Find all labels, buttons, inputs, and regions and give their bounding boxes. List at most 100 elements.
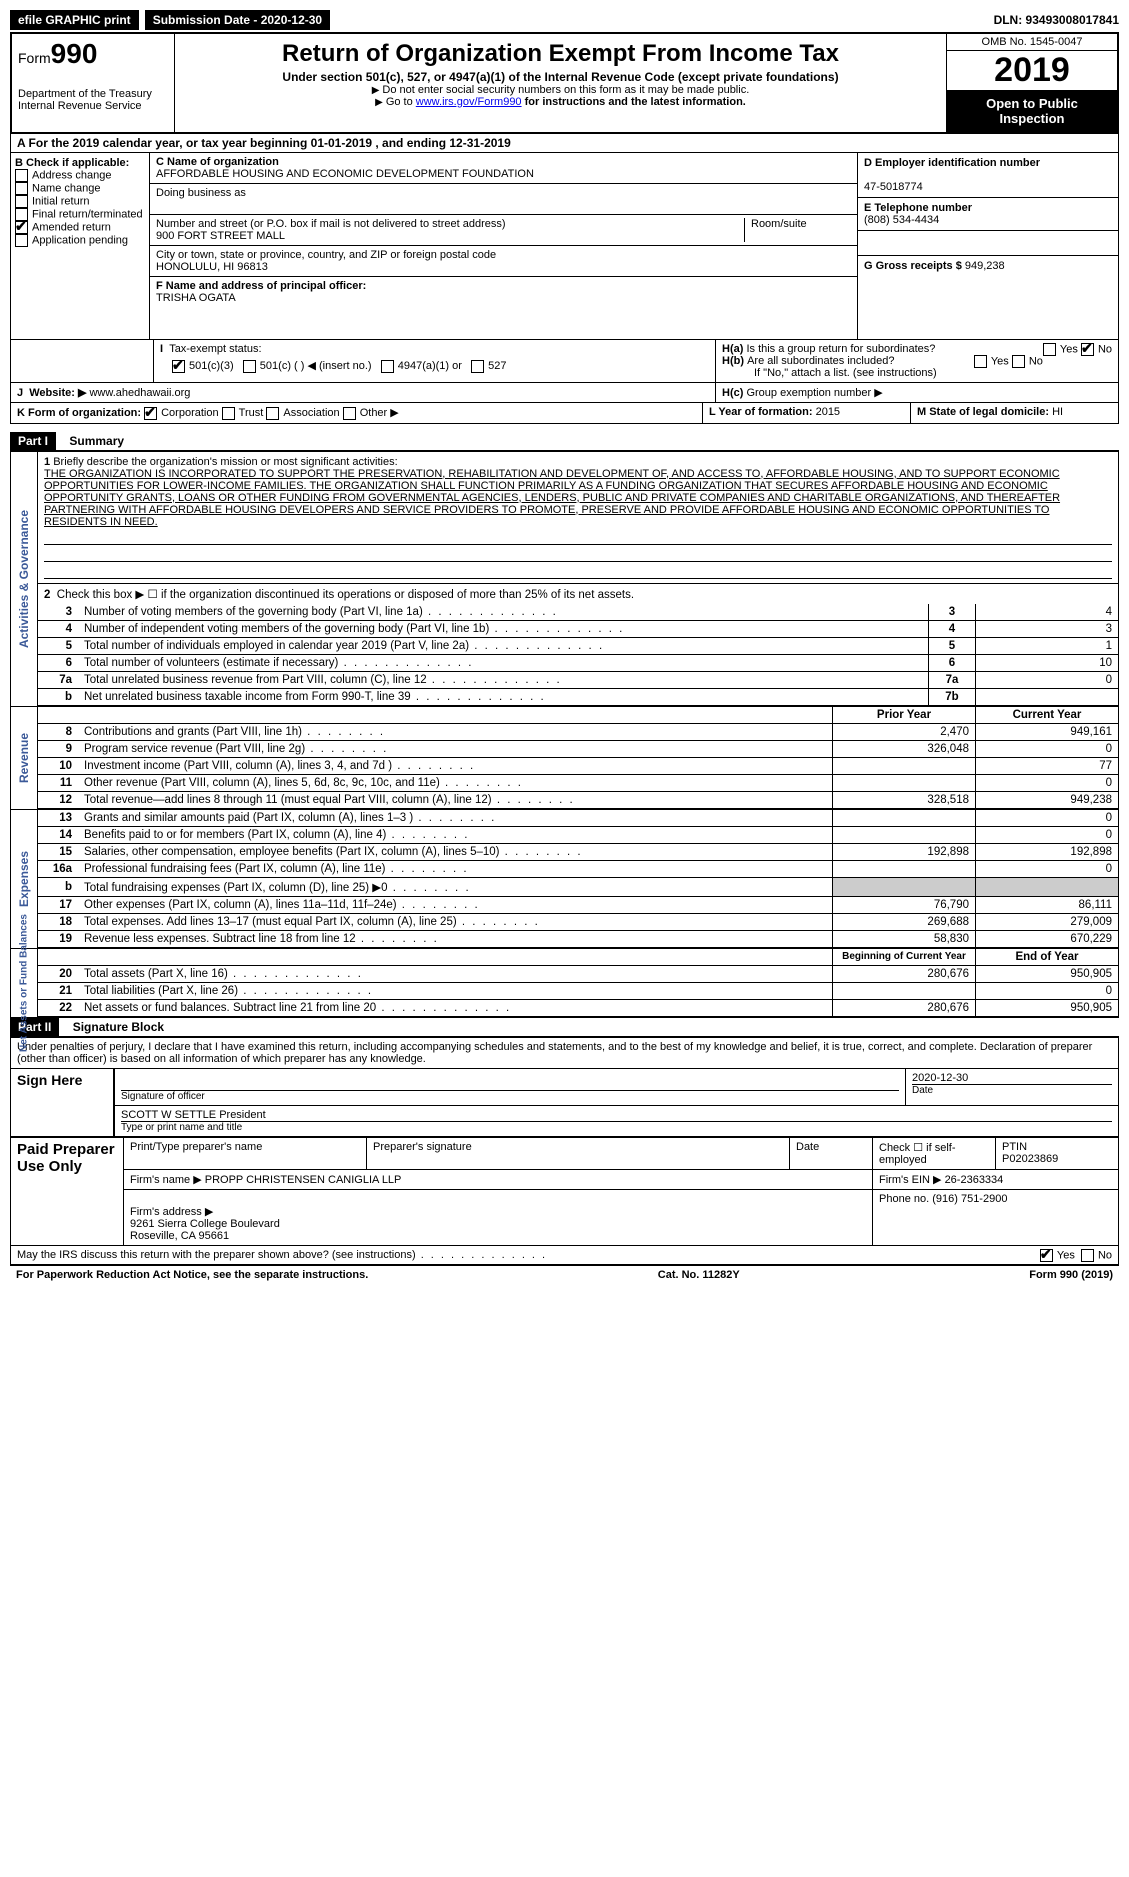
box-c: C Name of organization AFFORDABLE HOUSIN… [150,153,858,339]
col-b-spacer [11,340,154,382]
firm-name: PROPP CHRISTENSEN CANIGLIA LLP [205,1174,402,1186]
box-d: D Employer identification number 47-5018… [858,153,1118,339]
dln-label: DLN: 93493008017841 [994,13,1119,27]
box-b-checkbox[interactable] [15,182,28,195]
sign-date-label: Date [912,1084,1112,1096]
box-m-value: HI [1052,406,1063,418]
table-row: bTotal fundraising expenses (Part IX, co… [38,877,1118,896]
governance-table: 3Number of voting members of the governi… [38,604,1118,706]
discuss-yes[interactable] [1040,1249,1053,1262]
line2-text: Check this box ▶ ☐ if the organization d… [57,589,634,601]
tel-value: (808) 534-4434 [864,214,939,226]
city-label: City or town, state or province, country… [156,249,496,261]
table-row: 18Total expenses. Add lines 13–17 (must … [38,913,1118,930]
table-row: 14Benefits paid to or for members (Part … [38,826,1118,843]
table-row: 9Program service revenue (Part VIII, lin… [38,740,1118,757]
prep-name-hdr: Print/Type preparer's name [124,1137,367,1170]
footer-center: Cat. No. 11282Y [368,1269,1029,1281]
table-row: 15Salaries, other compensation, employee… [38,843,1118,860]
ssn-note: Do not enter social security numbers on … [179,84,942,96]
opt-trust: Trust [239,407,264,419]
submission-date-button[interactable]: Submission Date - 2020-12-30 [145,10,330,30]
row-ijh: I Tax-exempt status: 501(c)(3) 501(c) ( … [10,340,1119,383]
ein-value: 47-5018774 [864,181,923,193]
form-prefix: Form [18,50,51,66]
sign-here-label: Sign Here [11,1068,114,1136]
footer: For Paperwork Reduction Act Notice, see … [10,1265,1119,1284]
box-b-item: Final return/terminated [15,208,145,221]
chk-assoc[interactable] [266,407,279,420]
chk-4947[interactable] [381,360,394,373]
website-value: www.ahedhawaii.org [89,387,190,399]
discuss-no[interactable] [1081,1249,1094,1262]
header-right: OMB No. 1545-0047 2019 Open to Public In… [946,34,1117,132]
chk-501c[interactable] [243,360,256,373]
perjury-text: Under penalties of perjury, I declare th… [11,1038,1118,1068]
box-b-checkbox[interactable] [15,169,28,182]
form-subtitle: Under section 501(c), 527, or 4947(a)(1)… [179,70,942,84]
dba-label: Doing business as [156,187,246,199]
section-bcd: B Check if applicable: Address changeNam… [10,153,1119,340]
table-row: 13Grants and similar amounts paid (Part … [38,810,1118,827]
table-row: 22Net assets or fund balances. Subtract … [38,999,1118,1016]
form-number: Form990 [18,38,168,70]
form-header: Form990 Department of the Treasury Inter… [10,32,1119,134]
box-l-value: 2015 [816,406,840,418]
firm-name-label: Firm's name ▶ [130,1174,202,1186]
discuss-label: May the IRS discuss this return with the… [17,1249,547,1261]
chk-corp[interactable] [144,407,157,420]
box-b-checkbox[interactable] [15,234,28,247]
chk-501c3[interactable] [172,360,185,373]
firm-ein: 26-2363334 [945,1174,1004,1186]
chk-527[interactable] [471,360,484,373]
officer-name: TRISHA OGATA [156,292,236,304]
hb-yes[interactable] [974,355,987,368]
box-b-checkbox[interactable] [15,195,28,208]
side-netassets: Net Assets or Fund Balances [11,949,38,1017]
top-bar: efile GRAPHIC print Submission Date - 20… [10,10,1119,30]
form-num: 990 [51,38,98,69]
hc-label: Group exemption number ▶ [746,387,882,399]
gross-label: G Gross receipts $ [864,260,962,272]
ha-label: Is this a group return for subordinates? [746,343,935,355]
table-row: 6Total number of volunteers (estimate if… [38,654,1118,671]
table-row: 10Investment income (Part VIII, column (… [38,757,1118,774]
firm-phone-label: Phone no. [879,1193,929,1205]
expenses-table: 13Grants and similar amounts paid (Part … [38,810,1118,948]
tel-label: E Telephone number [864,202,972,214]
dept-treasury: Department of the Treasury Internal Reve… [18,88,168,112]
street-value: 900 FORT STREET MALL [156,230,285,242]
header-center: Return of Organization Exempt From Incom… [175,34,946,132]
ein-label: D Employer identification number [864,157,1040,169]
typed-name-label: Type or print name and title [121,1121,1112,1133]
chk-other[interactable] [343,407,356,420]
firm-phone: (916) 751-2900 [932,1193,1007,1205]
chk-trust[interactable] [222,407,235,420]
box-b-checkbox[interactable] [15,221,28,234]
table-row: 19Revenue less expenses. Subtract line 1… [38,930,1118,947]
open-to-public: Open to Public Inspection [947,90,1117,132]
part1-hdr: Part I [10,432,56,450]
ha-yes[interactable] [1043,343,1056,356]
box-b-item: Application pending [15,234,145,247]
room-label: Room/suite [751,218,807,230]
firm-addr-label: Firm's address ▶ [130,1206,213,1218]
footer-right: Form 990 (2019) [1029,1269,1113,1281]
goto-prefix: Go to [375,96,416,108]
box-k-label: K Form of organization: [17,407,141,419]
goto-note: Go to www.irs.gov/Form990 for instructio… [179,96,942,108]
footer-left: For Paperwork Reduction Act Notice, see … [16,1269,368,1281]
side-governance: Activities & Governance [11,452,38,706]
governance-section: Activities & Governance 1 Briefly descri… [10,450,1119,707]
netassets-section: Net Assets or Fund Balances Beginning of… [10,949,1119,1018]
hb-no[interactable] [1012,355,1025,368]
ha-no[interactable] [1081,343,1094,356]
efile-print-button[interactable]: efile GRAPHIC print [10,10,139,30]
irs-link[interactable]: www.irs.gov/Form990 [416,96,522,108]
header-left: Form990 Department of the Treasury Inter… [12,34,175,132]
officer-typed-name: SCOTT W SETTLE President [121,1109,1112,1121]
sign-date: 2020-12-30 [912,1072,1112,1084]
opt-4947: 4947(a)(1) or [398,360,462,372]
table-row: 3Number of voting members of the governi… [38,604,1118,621]
ptin-value: P02023869 [1002,1153,1058,1165]
